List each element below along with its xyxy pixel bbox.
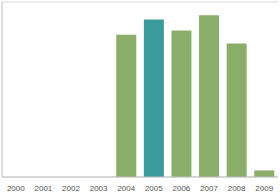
svg-text:2002: 2002 — [62, 184, 80, 193]
svg-text:2003: 2003 — [90, 184, 108, 193]
svg-text:2009: 2009 — [255, 184, 272, 193]
svg-text:2006: 2006 — [173, 184, 191, 193]
svg-text:2005: 2005 — [145, 184, 163, 193]
svg-text:2001: 2001 — [35, 184, 53, 193]
svg-text:2004: 2004 — [117, 184, 135, 193]
svg-text:2000: 2000 — [8, 184, 25, 193]
svg-text:2008: 2008 — [228, 184, 246, 193]
svg-text:2007: 2007 — [200, 184, 218, 193]
